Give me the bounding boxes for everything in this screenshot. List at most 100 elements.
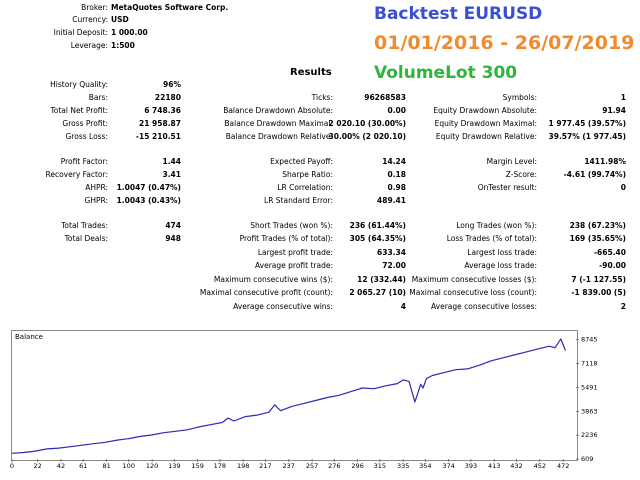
- stat-label: Long Trades (won %):: [456, 221, 537, 230]
- stat-value: 22180: [154, 93, 181, 102]
- stat-value: 14.24: [382, 157, 406, 166]
- stat-label: OnTester result:: [477, 183, 537, 192]
- overlay-dates: 01/01/2016 - 26/07/2019: [374, 32, 635, 54]
- header-label: Leverage:: [70, 41, 108, 50]
- stat-label: Balance Drawdown Absolute:: [223, 106, 333, 115]
- stat-label: Equity Drawdown Relative:: [435, 132, 537, 141]
- x-tick-label: 178: [214, 462, 226, 470]
- y-tick-label: 3863: [581, 407, 598, 415]
- stat-value: 0.00: [387, 106, 406, 115]
- stat-value: 96%: [163, 80, 181, 89]
- results-title: Results: [290, 67, 332, 78]
- stat-label: Ticks:: [311, 93, 333, 102]
- stat-value: 238 (67.23%): [569, 221, 626, 230]
- x-tick-label: 452: [534, 462, 546, 470]
- y-tick-label: 609: [581, 455, 593, 463]
- stat-label: Sharpe Ratio:: [282, 170, 333, 179]
- stat-label: Total Net Profit:: [50, 106, 108, 115]
- header-value: 1:500: [111, 41, 135, 50]
- stat-label: Loss Trades (% of total):: [446, 234, 537, 243]
- stat-value: 948: [165, 234, 181, 243]
- stat-value: 72.00: [382, 261, 406, 270]
- stat-label: Maximum consecutive losses ($):: [411, 275, 537, 284]
- stat-label: History Quality:: [50, 80, 108, 89]
- stat-value: 3.41: [162, 170, 181, 179]
- x-tick-label: 217: [259, 462, 271, 470]
- stat-value: 633.34: [377, 248, 406, 257]
- stat-value: 305 (64.35%): [349, 234, 406, 243]
- x-tick-label: 198: [237, 462, 249, 470]
- stat-value: 0.18: [387, 170, 406, 179]
- stat-value: 0.98: [387, 183, 406, 192]
- stat-label: Largest loss trade:: [467, 248, 537, 257]
- x-tick-label: 393: [465, 462, 477, 470]
- header-label: Initial Deposit:: [53, 28, 108, 37]
- x-tick-label: 139: [168, 462, 180, 470]
- x-tick-label: 257: [306, 462, 318, 470]
- stat-value: -1 839.00 (5): [571, 288, 626, 297]
- stat-value: 7 (-1 127.55): [571, 275, 626, 284]
- stat-value: 169 (35.65%): [569, 234, 626, 243]
- stat-value: 2 020.10 (30.00%): [328, 119, 406, 128]
- y-tick-label: 8745: [581, 336, 598, 344]
- stat-label: Total Trades:: [61, 221, 108, 230]
- stat-label: Margin Level:: [486, 157, 537, 166]
- stat-label: Recovery Factor:: [45, 170, 108, 179]
- y-tick-label: 7118: [581, 360, 598, 368]
- header-value: MetaQuotes Software Corp.: [111, 3, 229, 12]
- stat-label: Bars:: [88, 93, 108, 102]
- chart-title: Balance: [15, 333, 43, 341]
- x-tick-label: 42: [57, 462, 65, 470]
- stat-value: 1: [620, 93, 626, 102]
- stat-label: Total Deals:: [64, 234, 108, 243]
- y-tick-label: 2236: [581, 431, 598, 439]
- stat-value: 4: [400, 302, 406, 311]
- stat-label: Average consecutive wins:: [233, 302, 333, 311]
- stat-value: 1.0047 (0.47%): [116, 183, 181, 192]
- stat-label: GHPR:: [84, 196, 108, 205]
- stat-label: Maximal consecutive loss (count):: [409, 288, 537, 297]
- stat-label: Average consecutive losses:: [430, 302, 537, 311]
- x-tick-label: 120: [146, 462, 158, 470]
- overlay-title: Backtest EURUSD: [374, 4, 543, 24]
- stat-value: -4.61 (99.74%): [563, 170, 626, 179]
- x-tick-label: 0: [10, 462, 14, 470]
- stat-value: 1.0043 (0.43%): [116, 196, 181, 205]
- x-tick-label: 472: [557, 462, 569, 470]
- x-tick-label: 159: [191, 462, 203, 470]
- stat-label: LR Standard Error:: [264, 196, 333, 205]
- stat-value: 39.57% (1 977.45): [548, 132, 626, 141]
- x-tick-label: 100: [123, 462, 135, 470]
- stat-label: Largest profit trade:: [257, 248, 333, 257]
- stat-label: Short Trades (won %):: [250, 221, 333, 230]
- stat-value: 96268583: [364, 93, 406, 102]
- stat-value: -15 210.51: [135, 132, 181, 141]
- stat-label: Profit Trades (% of total):: [239, 234, 333, 243]
- stat-label: Maximum consecutive wins ($):: [213, 275, 333, 284]
- stat-label: Symbols:: [502, 93, 537, 102]
- x-tick-label: 81: [102, 462, 110, 470]
- stat-value: 0: [620, 183, 626, 192]
- x-tick-label: 432: [510, 462, 522, 470]
- stat-value: 21 958.87: [139, 119, 181, 128]
- stat-value: 1411.98%: [584, 157, 626, 166]
- x-tick-label: 315: [374, 462, 386, 470]
- stat-label: Equity Drawdown Maximal:: [434, 119, 537, 128]
- x-tick-label: 237: [283, 462, 295, 470]
- stat-value: -665.40: [593, 248, 626, 257]
- stat-label: Balance Drawdown Relative:: [225, 132, 333, 141]
- stat-value: 12 (332.44): [357, 275, 406, 284]
- stat-label: Gross Loss:: [65, 132, 109, 141]
- stat-label: Gross Profit:: [62, 119, 108, 128]
- stat-value: 1 977.45 (39.57%): [548, 119, 626, 128]
- header-label: Currency:: [72, 15, 108, 24]
- stat-value: 91.94: [602, 106, 626, 115]
- stat-label: LR Correlation:: [277, 183, 333, 192]
- x-tick-label: 61: [79, 462, 87, 470]
- stat-value: 489.41: [377, 196, 406, 205]
- stat-label: Z-Score:: [505, 170, 537, 179]
- header-value: USD: [111, 15, 129, 24]
- x-tick-label: 296: [351, 462, 363, 470]
- x-tick-label: 22: [34, 462, 42, 470]
